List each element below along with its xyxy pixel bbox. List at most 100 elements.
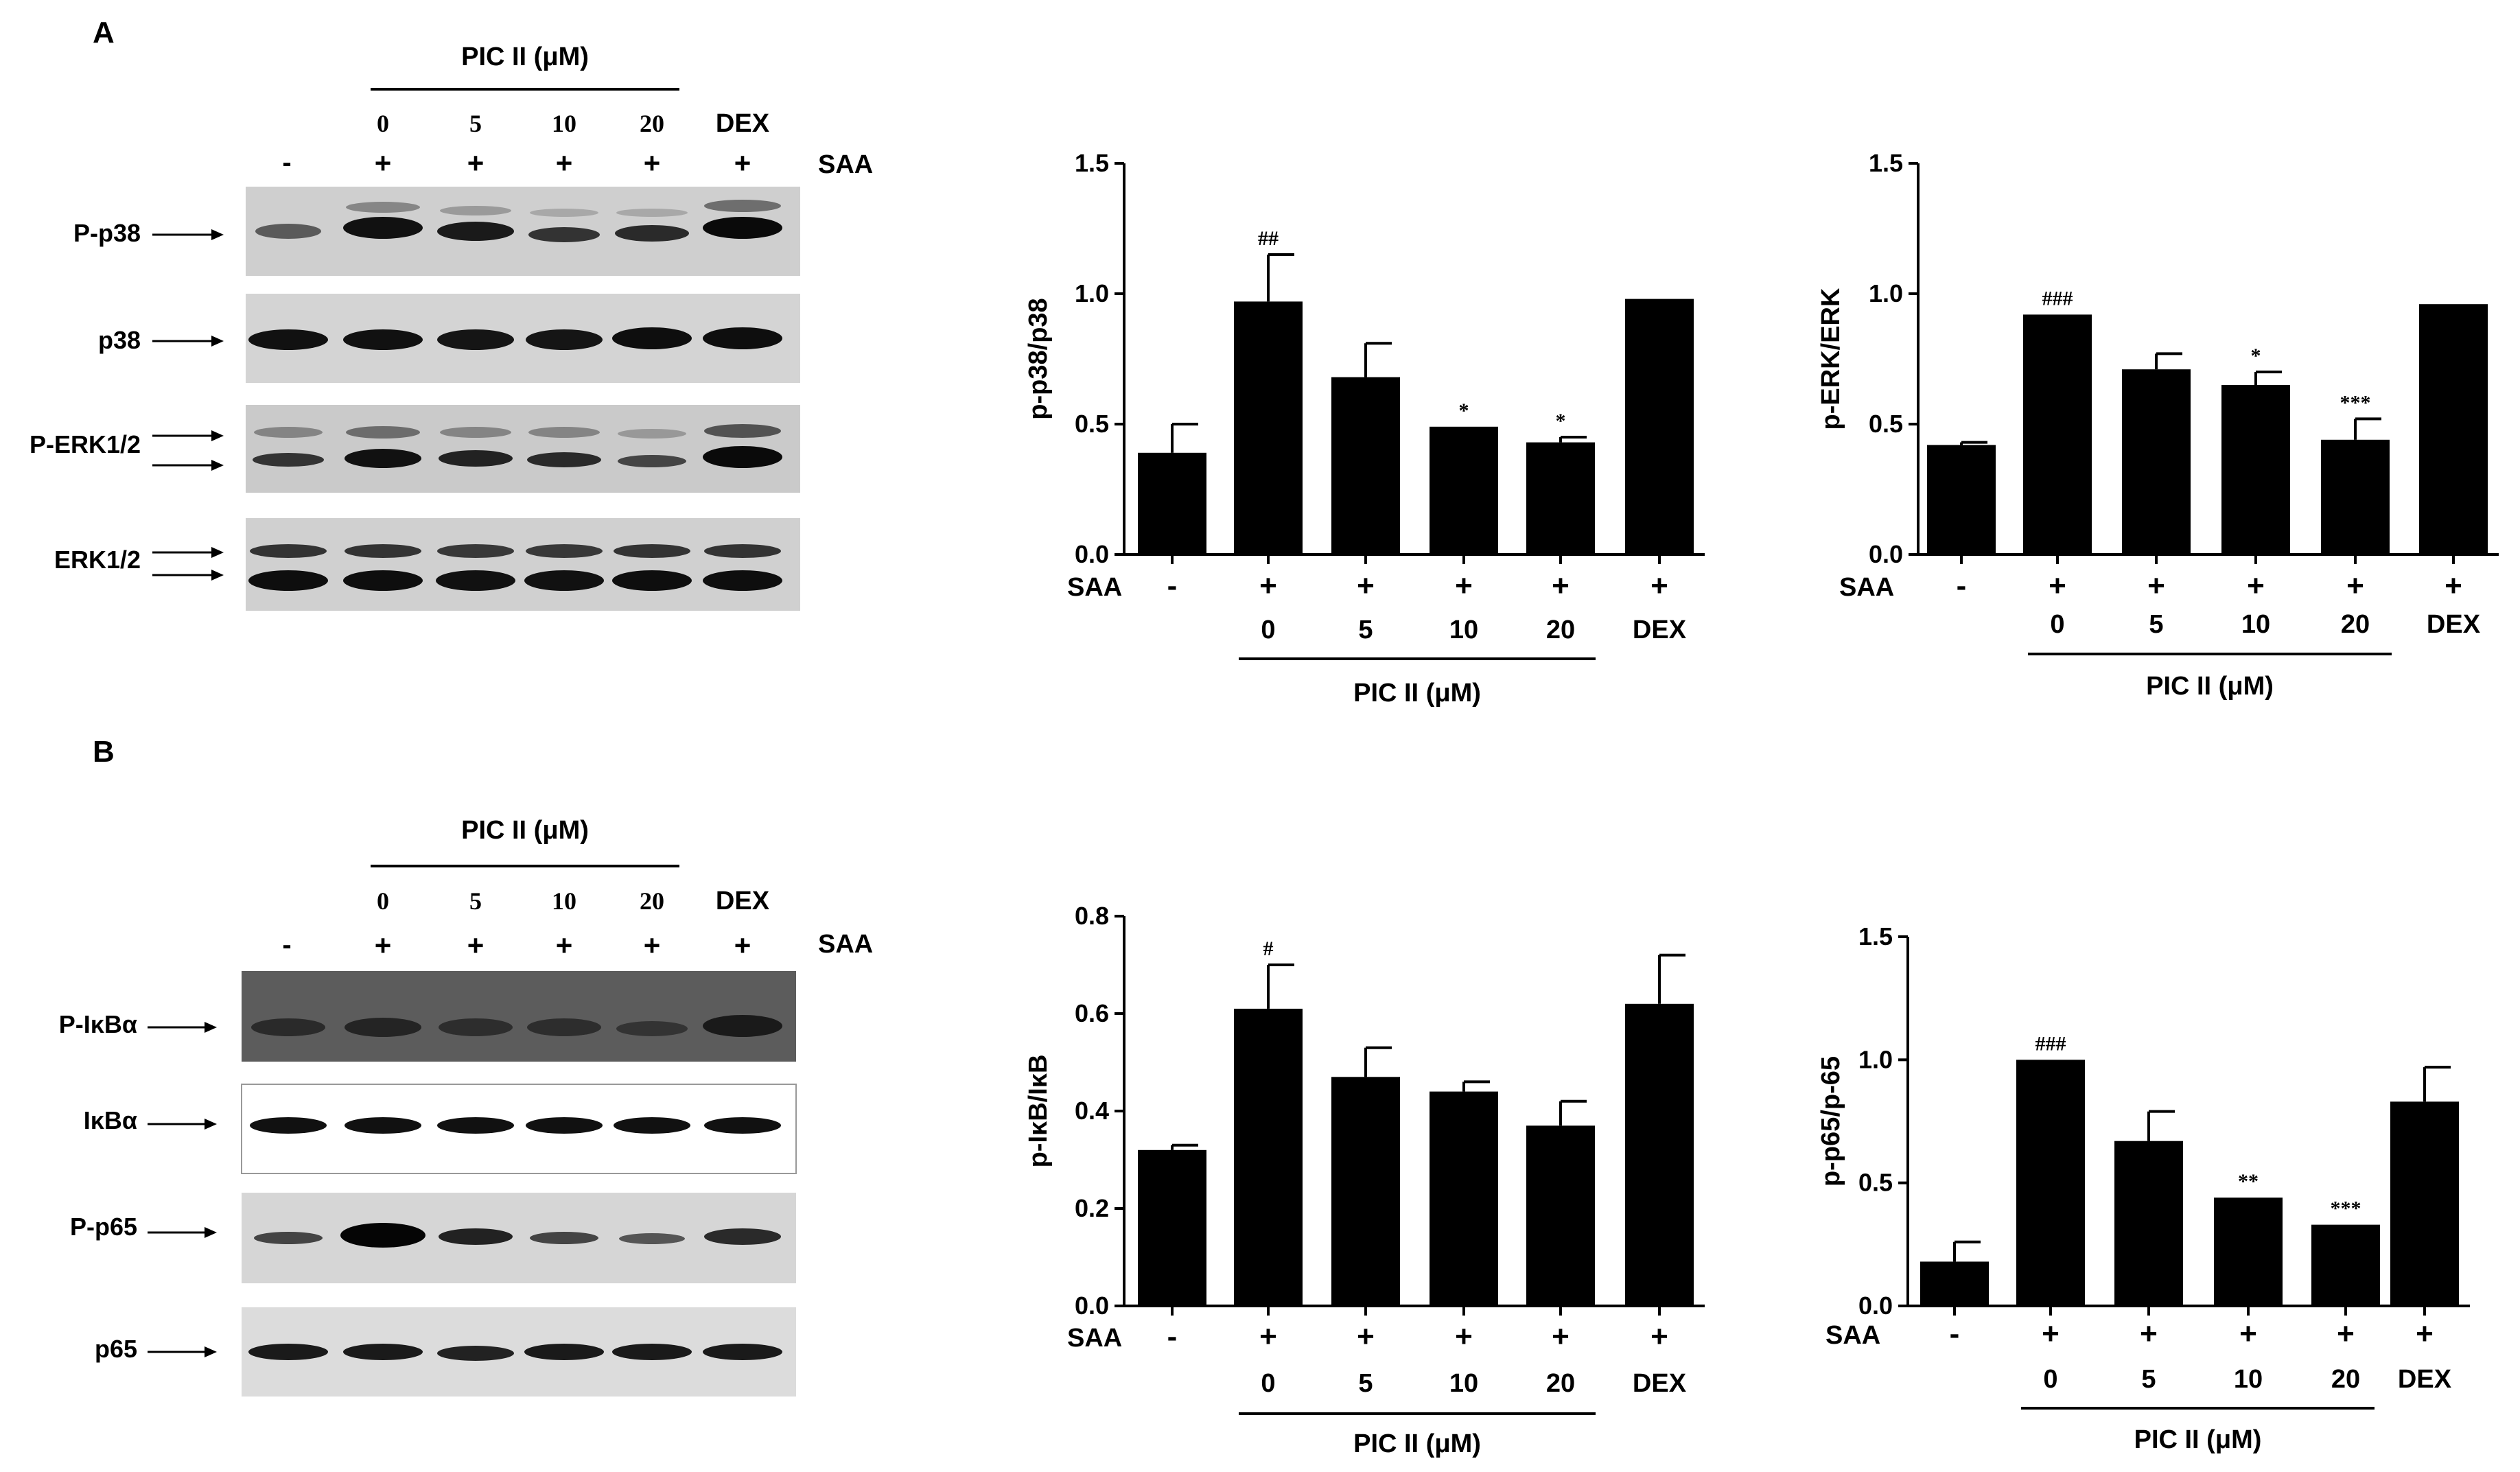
significance-mark: ### bbox=[2042, 287, 2073, 309]
significance-mark: * bbox=[2251, 344, 2261, 367]
arrow-icon bbox=[152, 547, 224, 558]
bar bbox=[2311, 1224, 2380, 1306]
y-axis-label: p-p38/p38 bbox=[1024, 298, 1053, 419]
blot-header-b: PIC II (μM) 0 5 10 20 DEX - + + + + + SA… bbox=[282, 816, 873, 961]
dose-label: 20 bbox=[640, 110, 664, 137]
saa-label: SAA bbox=[1067, 1324, 1122, 1353]
treatment-label: PIC II (μM) bbox=[2134, 1425, 2262, 1454]
bar bbox=[1526, 1125, 1595, 1306]
bar bbox=[1138, 1149, 1206, 1306]
significance-mark: * bbox=[1459, 399, 1469, 422]
saa-sign: + bbox=[1552, 569, 1570, 603]
arrow-icon bbox=[152, 336, 224, 347]
saa-sign: + bbox=[1650, 1320, 1668, 1353]
arrow-icon bbox=[152, 229, 224, 240]
saa-sign: + bbox=[2445, 569, 2462, 603]
saa-plus-sign: + bbox=[375, 929, 392, 961]
bar bbox=[1625, 1003, 1694, 1306]
saa-sign: + bbox=[2247, 569, 2265, 603]
dex-label: DEX bbox=[716, 887, 770, 915]
bar bbox=[2023, 314, 2092, 554]
dex-label: DEX bbox=[716, 109, 770, 138]
saa-sign: + bbox=[2416, 1317, 2434, 1351]
saa-neg-sign: - bbox=[282, 930, 291, 960]
blot-p-p65: P-p65 bbox=[70, 1193, 796, 1283]
bar bbox=[2214, 1198, 2283, 1306]
panel-letter-a: A bbox=[93, 16, 115, 49]
dose-label: 0 bbox=[2043, 1365, 2057, 1394]
arrow-icon bbox=[152, 570, 224, 581]
dose-label: 0 bbox=[377, 887, 389, 915]
panel-letter-b: B bbox=[93, 735, 115, 769]
bar bbox=[2122, 369, 2191, 554]
dose-label: 10 bbox=[552, 110, 576, 137]
significance-mark: ## bbox=[1258, 227, 1279, 250]
blot-label: P-p65 bbox=[70, 1213, 137, 1241]
saa-label: SAA bbox=[1067, 573, 1122, 602]
bar bbox=[1234, 301, 1303, 554]
bar bbox=[1430, 1091, 1498, 1306]
arrow-icon bbox=[148, 1346, 217, 1357]
blot-p65: p65 bbox=[95, 1307, 796, 1397]
bar bbox=[1234, 1008, 1303, 1306]
saa-sign: - bbox=[1167, 1320, 1178, 1353]
saa-neg-sign: - bbox=[282, 148, 291, 178]
saa-label: SAA bbox=[818, 150, 873, 179]
saa-plus-sign: + bbox=[556, 147, 573, 179]
bar bbox=[1138, 452, 1206, 554]
blot-ikba: IκBα bbox=[84, 1084, 797, 1174]
significance-mark: *** bbox=[2340, 391, 2371, 414]
saa-sign: + bbox=[1357, 1320, 1375, 1353]
saa-sign: + bbox=[2337, 1317, 2355, 1351]
saa-label: SAA bbox=[1825, 1321, 1880, 1350]
bar bbox=[1331, 1077, 1400, 1306]
y-axis-label: p-p65/p-65 bbox=[1817, 1056, 1845, 1187]
dose-label: 10 bbox=[2241, 610, 2270, 639]
treatment-label: PIC II (μM) bbox=[461, 43, 589, 71]
dose-label: 0 bbox=[1261, 616, 1275, 644]
arrow-icon bbox=[152, 430, 224, 441]
bar bbox=[1920, 1261, 1989, 1306]
arrow-icon bbox=[148, 1022, 217, 1033]
dose-label: 20 bbox=[2341, 610, 2370, 639]
bar bbox=[1430, 426, 1498, 554]
y-tick-label: 0.0 bbox=[1869, 540, 1903, 568]
dose-label: 5 bbox=[469, 110, 482, 137]
bar bbox=[2016, 1060, 2085, 1306]
y-tick-label: 0.5 bbox=[1869, 410, 1903, 438]
bar bbox=[1331, 377, 1400, 554]
dose-label: 0 bbox=[1261, 1369, 1275, 1398]
dose-label: 20 bbox=[640, 887, 664, 915]
saa-plus-sign: + bbox=[375, 147, 392, 179]
saa-plus-sign: + bbox=[467, 147, 485, 179]
dose-label: DEX bbox=[2398, 1365, 2452, 1394]
y-axis-label: p-IκB/IκB bbox=[1024, 1055, 1053, 1168]
blot-erk: ERK1/2 bbox=[54, 518, 800, 611]
treatment-label: PIC II (μM) bbox=[1353, 1429, 1481, 1458]
saa-plus-sign: + bbox=[644, 929, 661, 961]
dose-label: DEX bbox=[1633, 616, 1687, 644]
y-tick-label: 1.5 bbox=[1858, 922, 1893, 950]
y-tick-label: 0.0 bbox=[1075, 1292, 1109, 1320]
dose-label: 10 bbox=[1449, 616, 1478, 644]
bar bbox=[2321, 439, 2390, 554]
bar-chart-p-p65: 0.0 0.5 1.0 1.5 p-p65/p-65 - ### +0 +5 ** +10 *** +2… bbox=[1817, 922, 2470, 1454]
saa-sign: + bbox=[1650, 569, 1668, 603]
bar-chart-p-erk: 0.0 0.5 1.0 1.5 p-ERK/ERK - ### +0 +5 * +10 *** +20 +… bbox=[1817, 149, 2499, 701]
saa-sign: + bbox=[1357, 569, 1375, 603]
y-tick-label: 1.0 bbox=[1075, 279, 1109, 307]
dose-label: 0 bbox=[2050, 610, 2064, 639]
y-axis-label: p-ERK/ERK bbox=[1817, 288, 1845, 430]
dose-label: DEX bbox=[1633, 1369, 1687, 1398]
saa-sign: + bbox=[1259, 569, 1277, 603]
blot-label: p38 bbox=[98, 326, 141, 354]
blot-label: P-p38 bbox=[73, 219, 141, 247]
saa-plus-sign: + bbox=[467, 929, 485, 961]
bar bbox=[1625, 299, 1694, 554]
dose-label: 20 bbox=[1546, 1369, 1575, 1398]
arrow-icon bbox=[148, 1227, 217, 1238]
y-tick-label: 1.0 bbox=[1858, 1045, 1893, 1073]
blot-p-ikba: P-IκBα bbox=[59, 971, 796, 1062]
blot-label: IκBα bbox=[84, 1106, 137, 1134]
